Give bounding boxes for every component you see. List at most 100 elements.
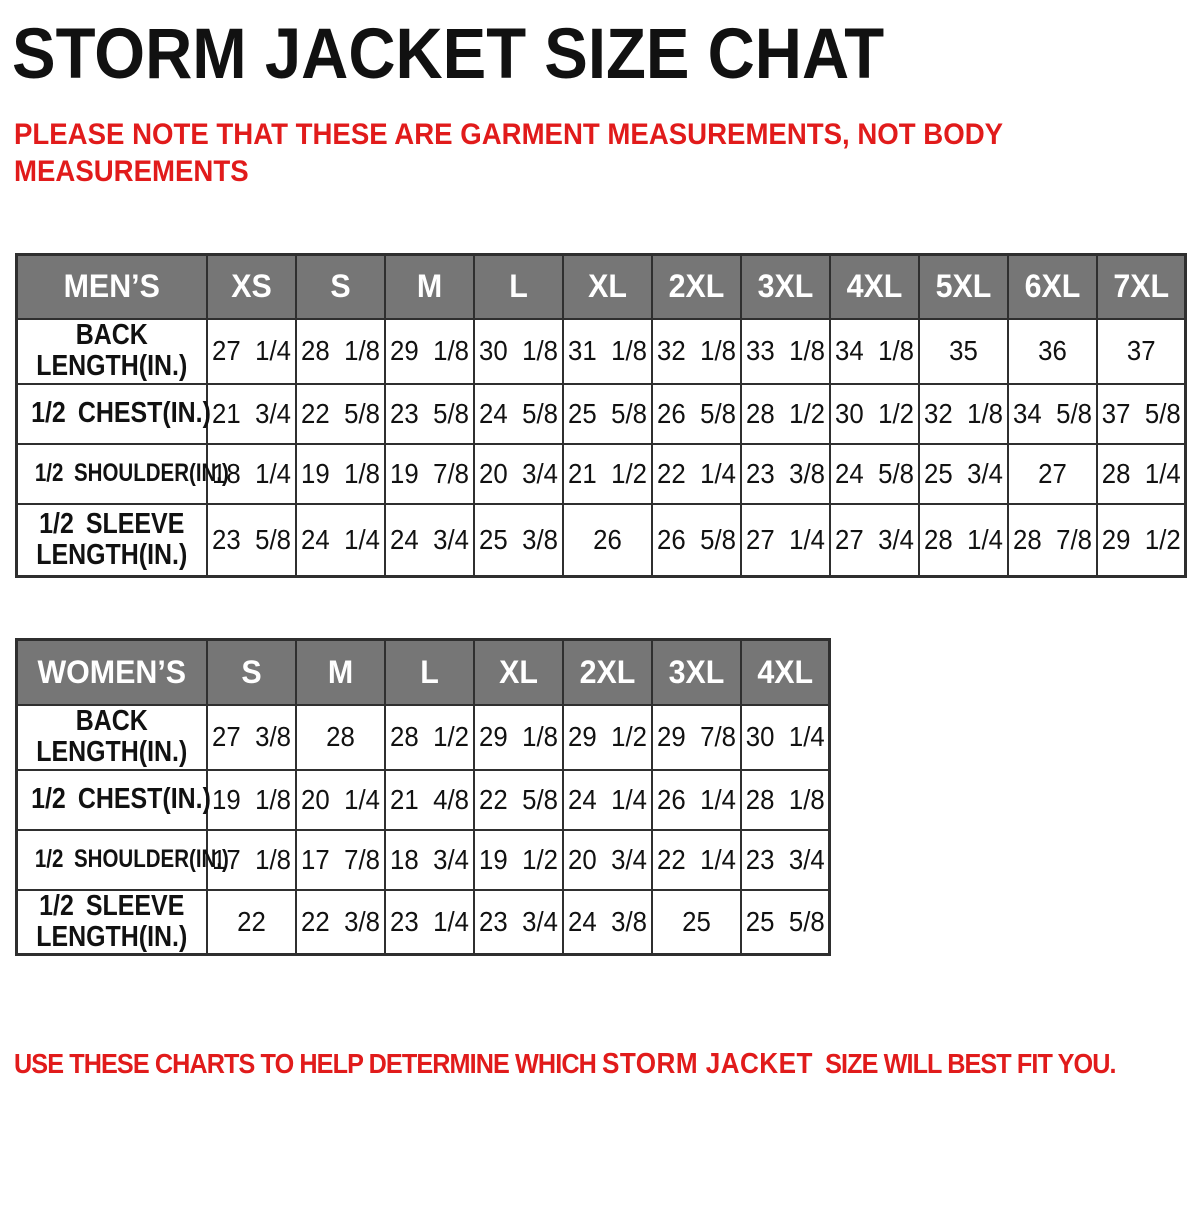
- size-value-cell-text: 28 1/4: [923, 524, 1003, 556]
- size-value-cell-text: 29 1/2: [567, 721, 647, 753]
- row-label: 1/2 CHEST(IN.): [15, 382, 211, 445]
- page-title-text: STORM JACKET SIZE CHAT: [12, 15, 885, 94]
- row-label-text: 1/2 SHOULDER(IN.): [34, 459, 229, 488]
- size-value-cell: 24 1/4: [294, 502, 386, 578]
- size-value-cell: 19 7/8: [383, 442, 475, 505]
- row-label-text: BACK LENGTH(IN.): [36, 704, 188, 769]
- measurement-row: 1/2 SHOULDER(IN.) 17 1/8 17 7/8 18 3/4 19 1/…: [15, 828, 831, 891]
- size-column-header: XS: [205, 253, 297, 321]
- size-value-cell-text: 20 3/4: [478, 457, 558, 489]
- size-value-cell: 23 3/8: [739, 442, 831, 505]
- size-value-cell-text: 17 1/8: [211, 843, 291, 875]
- size-value-cell-text: 26 5/8: [656, 524, 736, 556]
- size-value-cell-text: 28 1/8: [745, 783, 825, 815]
- size-value-cell: 22 1/4: [650, 828, 742, 891]
- size-value-cell-text: 34 1/8: [834, 335, 914, 367]
- size-value-cell: 27 1/4: [205, 318, 297, 385]
- size-column-header-text: 5XL: [935, 268, 991, 305]
- size-value-cell-text: 28 1/4: [1101, 457, 1181, 489]
- size-value-cell-text: 27 1/4: [211, 335, 291, 367]
- size-value-cell-text: 20 1/4: [300, 783, 380, 815]
- size-value-cell: 24 5/8: [828, 442, 920, 505]
- size-value-cell: 25 5/8: [561, 382, 653, 445]
- size-value-cell-text: 32 1/8: [656, 335, 736, 367]
- size-value-cell: 29 1/2: [1095, 502, 1187, 578]
- measurement-row: 1/2 SLEEVE LENGTH(IN.) 22 22 3/8 23 1/4 23 3…: [15, 888, 831, 956]
- size-value-cell: 29 1/8: [472, 703, 564, 771]
- size-column-header: 7XL: [1095, 253, 1187, 321]
- row-label-text: BACK LENGTH(IN.): [36, 319, 188, 383]
- size-value-cell: 26 5/8: [650, 502, 742, 578]
- size-value-cell: 20 1/4: [294, 768, 386, 831]
- size-value-cell: 28 1/8: [739, 768, 831, 831]
- size-value-cell-text: 23 3/8: [745, 457, 825, 489]
- size-column-header-text: 2XL: [579, 654, 635, 691]
- size-column-header-text: M: [327, 654, 353, 691]
- size-value-cell: 24 1/4: [561, 768, 653, 831]
- size-value-cell: 31 1/8: [561, 318, 653, 385]
- size-value-cell-text: 28 1/8: [300, 335, 380, 367]
- size-value-cell-text: 20 3/4: [567, 843, 647, 875]
- size-column-header: L: [383, 638, 475, 706]
- size-value-cell: 20 3/4: [472, 442, 564, 505]
- measurement-row: BACK LENGTH(IN.) 27 3/8 28 28 1/2 29 1/8 29 1…: [15, 703, 831, 771]
- size-value-cell: 20 3/4: [561, 828, 653, 891]
- size-value-cell-text: 26: [592, 524, 622, 556]
- garment-measurement-note: PLEASE NOTE THAT THESE ARE GARMENT MEASU…: [14, 116, 1200, 191]
- size-value-cell-text: 37 5/8: [1101, 397, 1181, 429]
- size-column-header: M: [294, 638, 386, 706]
- size-value-cell: 21 1/2: [561, 442, 653, 505]
- size-value-cell: 24 5/8: [472, 382, 564, 445]
- size-value-cell-text: 29 1/2: [1101, 524, 1181, 556]
- size-value-cell: 26 5/8: [650, 382, 742, 445]
- size-value-cell-text: 30 1/4: [745, 721, 825, 753]
- size-value-cell-text: 23 5/8: [389, 397, 469, 429]
- size-value-cell-text: 29 7/8: [656, 721, 736, 753]
- size-value-cell-text: 27 1/4: [745, 524, 825, 556]
- size-value-cell: 32 1/8: [917, 382, 1009, 445]
- size-value-cell: 25 3/8: [472, 502, 564, 578]
- size-value-cell: 22 5/8: [294, 382, 386, 445]
- size-value-cell: 29 1/8: [383, 318, 475, 385]
- row-label-text: 1/2 CHEST(IN.): [31, 397, 211, 430]
- size-value-cell: 23 3/4: [472, 888, 564, 956]
- size-value-cell-text: 26 1/4: [656, 783, 736, 815]
- measurement-row: 1/2 SHOULDER(IN.) 18 1/4 19 1/8 19 7/8 20 3/…: [15, 442, 1187, 505]
- size-value-cell-text: 25 5/8: [567, 397, 647, 429]
- size-value-cell-text: 22 1/4: [656, 457, 736, 489]
- size-column-header: 2XL: [650, 253, 742, 321]
- size-column-header-text: 3XL: [757, 268, 813, 305]
- size-value-cell-text: 22 3/8: [300, 906, 380, 938]
- size-value-cell-text: 27 3/4: [834, 524, 914, 556]
- size-column-header-text: M: [416, 268, 442, 305]
- size-value-cell: 27 3/8: [205, 703, 297, 771]
- row-label: 1/2 SHOULDER(IN.): [15, 442, 229, 505]
- row-label-text: 1/2 SLEEVE LENGTH(IN.): [36, 889, 188, 954]
- size-column-header-text: XL: [498, 654, 538, 691]
- size-value-cell: 22: [205, 888, 297, 956]
- size-value-cell-text: 25 3/4: [923, 457, 1003, 489]
- table-title-cell: MEN’S: [15, 253, 208, 321]
- size-value-cell-text: 19 1/8: [300, 457, 380, 489]
- size-column-header: 6XL: [1006, 253, 1098, 321]
- measurement-row: 1/2 CHEST(IN.) 21 3/4 22 5/8 23 5/8 24 5/8 25…: [15, 382, 1187, 445]
- size-value-cell-text: 30 1/2: [834, 397, 914, 429]
- size-value-cell: 18 1/4: [205, 442, 297, 505]
- size-value-cell-text: 24 3/8: [567, 906, 647, 938]
- size-column-header-text: L: [419, 654, 439, 691]
- size-value-cell-text: 37: [1126, 335, 1156, 367]
- size-column-header: L: [472, 253, 564, 321]
- fit-note-suffix: SIZE WILL BEST FIT YOU.: [812, 1048, 1117, 1080]
- note-line-2: MEASUREMENTS: [14, 155, 249, 189]
- size-value-cell-text: 21 3/4: [211, 397, 291, 429]
- size-value-cell: 19 1/2: [472, 828, 564, 891]
- size-column-header: 5XL: [917, 253, 1009, 321]
- size-value-cell: 34 5/8: [1006, 382, 1098, 445]
- size-column-header-text: XL: [587, 268, 627, 305]
- size-value-cell-text: 24 5/8: [834, 457, 914, 489]
- size-column-header: XL: [472, 638, 564, 706]
- size-value-cell-text: 33 1/8: [745, 335, 825, 367]
- row-label: 1/2 SHOULDER(IN.): [15, 828, 229, 891]
- mens-size-table: MEN’S XS S M L XL 2XL 3XL 4XL 5XL 6XL 7XL BACK LENGT…: [15, 252, 1187, 579]
- size-value-cell: 25 5/8: [739, 888, 831, 956]
